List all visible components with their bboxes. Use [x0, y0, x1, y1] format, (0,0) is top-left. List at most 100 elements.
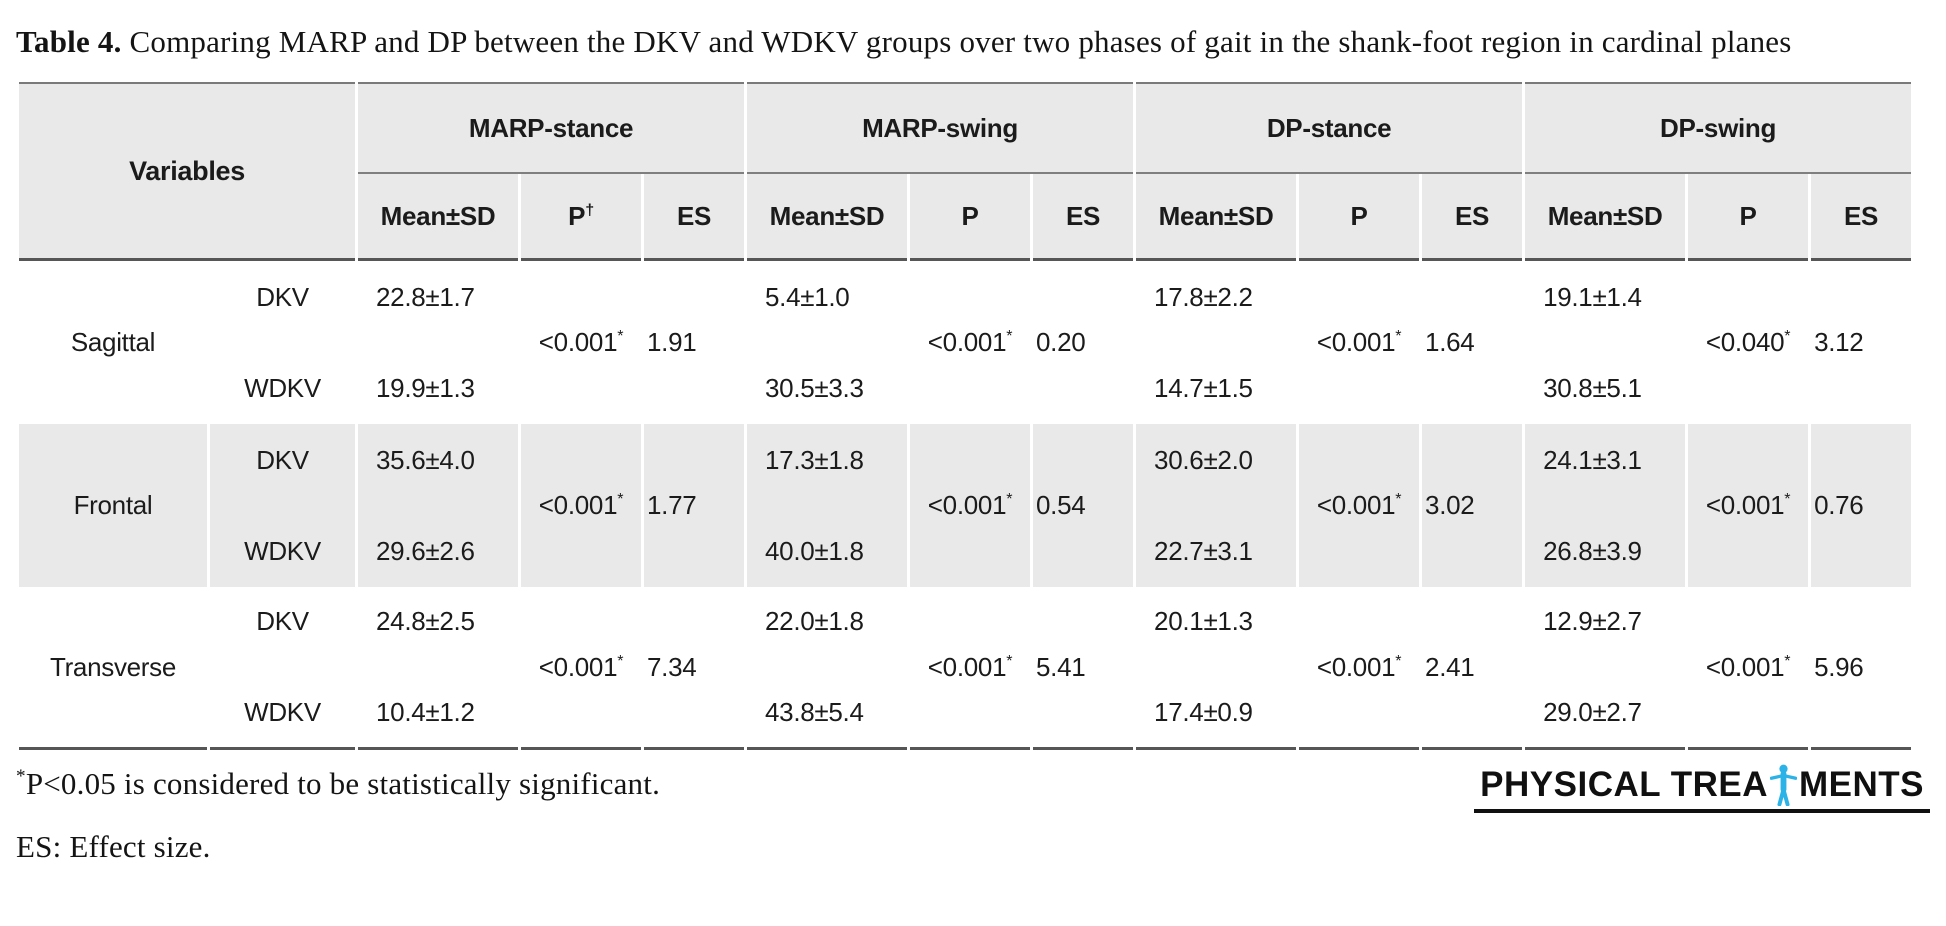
subject-labels: DKV WDKV [210, 424, 356, 588]
physical-treatments-logo: PHYSICAL TREA MENTS [1474, 764, 1930, 814]
table-row-frontal: Frontal DKV WDKV 35.6±4.0 29.6±2.6 <0.001… [19, 424, 1912, 588]
subject-wdkv: WDKV [244, 697, 321, 728]
significance-asterisk: * [1784, 327, 1791, 346]
mean-sd-label: Mean±SD [769, 200, 885, 231]
plane-label: Transverse [19, 587, 207, 751]
subject-wdkv: WDKV [244, 372, 321, 403]
mean-value-dkv: 5.4±1.0 [765, 281, 850, 312]
mean-value-dkv: 17.8±2.2 [1154, 281, 1253, 312]
mean-sd-cell: 20.1±1.3 17.4±0.9 [1136, 587, 1297, 751]
mean-value-dkv: 30.6±2.0 [1154, 444, 1253, 475]
mean-sd-cell: 22.8±1.7 19.9±1.3 [358, 261, 519, 425]
p-value-cell: <0.001* [910, 261, 1031, 425]
mean-sd-label: Mean±SD [1158, 200, 1274, 231]
col-header-mean-sd: Mean±SD [1136, 174, 1297, 262]
col-header-mean-sd: Mean±SD [1525, 174, 1686, 262]
es-label: ES [1844, 200, 1879, 231]
es-label: ES [1065, 200, 1101, 231]
mean-value-wdkv: 19.9±1.3 [376, 372, 475, 403]
footnote-asterisk: * [16, 766, 26, 788]
mean-value-wdkv: 26.8±3.9 [1543, 535, 1642, 566]
mean-value-wdkv: 30.5±3.3 [765, 372, 864, 403]
mean-value-dkv: 22.0±1.8 [765, 606, 864, 637]
p-value-cell: <0.001* [910, 587, 1031, 751]
mean-value-dkv: 24.1±3.1 [1543, 444, 1642, 475]
col-header-p: P [1299, 174, 1420, 262]
subject-wdkv: WDKV [244, 535, 321, 566]
plane-label: Frontal [19, 424, 207, 588]
es-value-cell: 0.76 [1811, 424, 1912, 588]
logo-text-right: MENTS [1799, 765, 1924, 805]
table-row-transverse: Transverse DKV WDKV 24.8±2.5 10.4±1.2 <0.… [19, 587, 1912, 751]
p-label: P [568, 200, 586, 231]
col-header-mean-sd: Mean±SD [358, 174, 519, 262]
mean-sd-cell: 22.0±1.8 43.8±5.4 [747, 587, 908, 751]
significance-asterisk: * [1006, 327, 1013, 346]
mean-value-wdkv: 30.8±5.1 [1543, 372, 1642, 403]
logo-text-left: PHYSICAL TREA [1480, 765, 1768, 805]
mean-sd-cell: 12.9±2.7 29.0±2.7 [1525, 587, 1686, 751]
es-label: ES [676, 200, 712, 231]
mean-value-wdkv: 22.7±3.1 [1154, 535, 1253, 566]
mean-sd-cell: 5.4±1.0 30.5±3.3 [747, 261, 908, 425]
mean-sd-cell: 17.3±1.8 40.0±1.8 [747, 424, 908, 588]
significance-asterisk: * [1395, 651, 1402, 670]
p-value-cell: <0.001* [521, 261, 642, 425]
mean-sd-label: Mean±SD [1547, 200, 1663, 231]
significance-asterisk: * [1006, 490, 1013, 509]
p-label: P [1739, 200, 1757, 231]
subject-labels: DKV WDKV [210, 261, 356, 425]
mean-sd-cell: 17.8±2.2 14.7±1.5 [1136, 261, 1297, 425]
table-caption: Table 4. Comparing MARP and DP between t… [16, 20, 1930, 64]
plane-label: Sagittal [19, 261, 207, 425]
es-value-cell: 7.34 [644, 587, 745, 751]
es-value-cell: 5.96 [1811, 587, 1912, 751]
p-value-cell: <0.001* [910, 424, 1031, 588]
results-table: Variables MARP-stance MARP-swing DP-stan… [16, 82, 1914, 751]
group-header-marp-swing: MARP-swing [747, 82, 1134, 175]
p-value-cell: <0.001* [521, 424, 642, 588]
mean-sd-cell: 35.6±4.0 29.6±2.6 [358, 424, 519, 588]
es-value-cell: 3.02 [1422, 424, 1523, 588]
p-value-cell: <0.040* [1688, 261, 1809, 425]
significance-asterisk: * [1006, 651, 1013, 670]
subject-dkv: DKV [256, 606, 309, 637]
mean-sd-cell: 19.1±1.4 30.8±5.1 [1525, 261, 1686, 425]
significance-asterisk: * [1395, 327, 1402, 346]
significance-asterisk: * [617, 651, 624, 670]
mean-value-dkv: 22.8±1.7 [376, 281, 475, 312]
significance-footnote: *P<0.05 is considered to be statisticall… [16, 766, 661, 802]
dagger-superscript: † [585, 200, 594, 219]
col-header-es: ES [1811, 174, 1912, 262]
mean-value-wdkv: 14.7±1.5 [1154, 372, 1253, 403]
significance-asterisk: * [1395, 490, 1402, 509]
mean-value-dkv: 20.1±1.3 [1154, 606, 1253, 637]
es-value-cell: 1.64 [1422, 261, 1523, 425]
mean-sd-cell: 24.1±3.1 26.8±3.9 [1525, 424, 1686, 588]
es-value-cell: 0.20 [1033, 261, 1134, 425]
mean-value-wdkv: 40.0±1.8 [765, 535, 864, 566]
es-footnote: ES: Effect size. [16, 829, 211, 865]
mean-value-wdkv: 43.8±5.4 [765, 697, 864, 728]
col-header-p-dagger: P† [521, 174, 642, 262]
table-caption-text: Comparing MARP and DP between the DKV an… [129, 24, 1792, 59]
col-header-p: P [1688, 174, 1809, 262]
es-label: ES [1455, 200, 1490, 231]
significance-asterisk: * [1784, 490, 1791, 509]
footer: *P<0.05 is considered to be statisticall… [16, 764, 1930, 814]
table-row-sagittal: Sagittal DKV WDKV 22.8±1.7 19.9±1.3 <0.00… [19, 261, 1912, 425]
mean-value-wdkv: 10.4±1.2 [376, 697, 475, 728]
mean-value-dkv: 24.8±2.5 [376, 606, 475, 637]
significance-asterisk: * [617, 327, 624, 346]
mean-value-wdkv: 29.6±2.6 [376, 535, 475, 566]
group-header-dp-swing: DP-swing [1525, 82, 1912, 175]
mean-value-dkv: 19.1±1.4 [1543, 281, 1642, 312]
group-header-dp-stance: DP-stance [1136, 82, 1523, 175]
col-header-es: ES [644, 174, 745, 262]
page: Table 4. Comparing MARP and DP between t… [16, 20, 1930, 865]
mean-value-dkv: 35.6±4.0 [376, 444, 475, 475]
es-value-cell: 1.91 [644, 261, 745, 425]
col-header-p: P [910, 174, 1031, 262]
subject-dkv: DKV [256, 281, 309, 312]
mean-value-wdkv: 17.4±0.9 [1154, 697, 1253, 728]
